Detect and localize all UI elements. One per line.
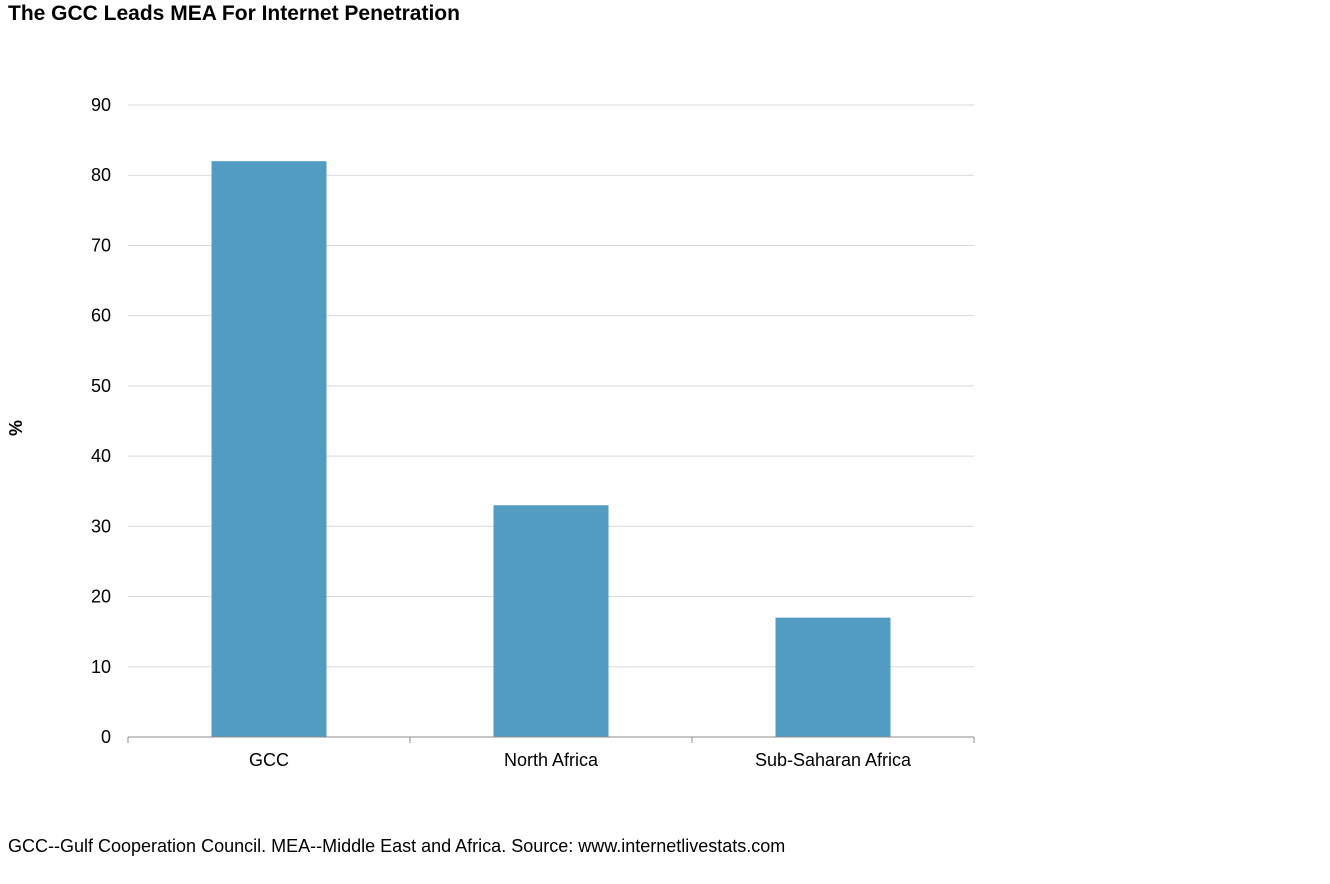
x-tick-label: GCC	[249, 750, 289, 770]
y-tick-label: 40	[91, 446, 111, 466]
x-axis-ticks: GCC North Africa Sub-Saharan Africa	[249, 750, 912, 770]
bar-sub-saharan-africa	[775, 617, 891, 737]
y-tick-label: 20	[91, 587, 111, 607]
source-footnote: GCC--Gulf Cooperation Council. MEA--Midd…	[8, 836, 786, 856]
bar-gcc	[211, 161, 327, 737]
y-tick-label: 80	[91, 165, 111, 185]
y-tick-label: 60	[91, 306, 111, 326]
y-axis-ticks: 0 10 20 30 40 50 60 70 80 90	[91, 95, 111, 747]
y-tick-label: 10	[91, 657, 111, 677]
x-axis	[127, 736, 975, 743]
y-tick-label: 90	[91, 95, 111, 115]
y-tick-label: 30	[91, 516, 111, 536]
x-tick-label: Sub-Saharan Africa	[755, 750, 912, 770]
bar-north-africa	[493, 505, 609, 737]
y-tick-label: 0	[101, 727, 111, 747]
x-tick-label: North Africa	[504, 750, 599, 770]
bars	[211, 161, 891, 737]
y-tick-label: 70	[91, 235, 111, 255]
y-tick-label: 50	[91, 376, 111, 396]
chart-title: The GCC Leads MEA For Internet Penetrati…	[8, 2, 460, 25]
y-axis-label: %	[6, 420, 26, 436]
